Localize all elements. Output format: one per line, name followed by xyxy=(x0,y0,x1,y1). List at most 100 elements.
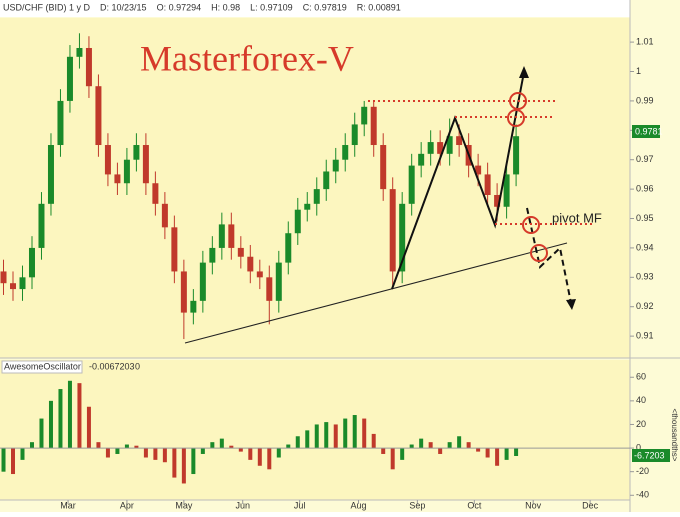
osc-bar xyxy=(134,445,139,449)
osc-bar xyxy=(105,448,110,458)
candle-body xyxy=(475,165,482,175)
candle-body xyxy=(114,174,121,184)
y-tick-label: 20 xyxy=(636,419,646,429)
candle-body xyxy=(304,203,311,210)
candle-body xyxy=(47,145,54,204)
candle-body xyxy=(247,256,254,272)
candle-body xyxy=(484,174,491,195)
candle-body xyxy=(57,100,64,146)
pivot-label: pivot MF xyxy=(552,210,602,225)
candle-body xyxy=(456,136,463,146)
candle-body xyxy=(123,159,130,184)
marks: 1.0110.990.980.970.960.950.940.930.920.9… xyxy=(0,33,654,510)
candle-body xyxy=(389,189,396,272)
osc-bar xyxy=(257,448,262,466)
osc-bar xyxy=(457,436,462,449)
unit-label: <thousandths> xyxy=(670,409,679,462)
candle-body xyxy=(180,271,187,313)
marker-circle xyxy=(530,244,548,262)
candle-body xyxy=(171,227,178,272)
osc-bar xyxy=(333,424,338,449)
y-tick-label: 0.96 xyxy=(636,183,654,193)
osc-bar xyxy=(29,442,34,449)
x-tick-label: Aug xyxy=(351,500,367,510)
osc-bar xyxy=(96,442,101,449)
x-tick-label: Sep xyxy=(409,500,425,510)
x-tick-label: Apr xyxy=(120,500,134,510)
y-tick-label: 0.99 xyxy=(636,95,654,105)
osc-bar xyxy=(172,448,177,478)
y-tick-label: 0.93 xyxy=(636,272,654,282)
osc-bar xyxy=(181,448,186,484)
y-tick-label: 0.91 xyxy=(636,330,654,340)
candle-body xyxy=(342,145,349,160)
osc-bar xyxy=(124,444,129,449)
osc-bar xyxy=(191,448,196,475)
candle-body xyxy=(323,171,330,190)
candle-body xyxy=(437,142,444,154)
arrow xyxy=(566,299,576,310)
candle-body xyxy=(218,224,225,248)
candle-body xyxy=(142,145,149,184)
osc-bar xyxy=(324,422,329,449)
osc-bar xyxy=(438,448,443,454)
x-tick-label: May xyxy=(175,500,193,510)
candle-body xyxy=(361,106,368,125)
candle-body xyxy=(294,209,301,234)
osc-bar xyxy=(485,448,490,458)
header-item: H: 0.98 xyxy=(211,2,240,12)
osc-offset: 0 xyxy=(135,361,140,371)
candle-body xyxy=(285,233,292,263)
y-tick-label: 60 xyxy=(636,372,646,382)
candle-body xyxy=(332,159,339,172)
osc-bar xyxy=(153,448,158,460)
candle-body xyxy=(503,174,510,207)
osc-bar xyxy=(77,383,82,449)
candle-body xyxy=(66,56,73,101)
osc-name: AwesomeOscillator xyxy=(4,361,81,371)
osc-bar xyxy=(210,442,215,449)
osc-bar xyxy=(428,442,433,449)
osc-bar xyxy=(295,436,300,449)
osc-bar xyxy=(1,448,6,472)
candle-body xyxy=(408,165,415,204)
osc-bar xyxy=(409,444,414,449)
osc-bar xyxy=(419,438,424,449)
candle-body xyxy=(190,300,197,313)
candle-body xyxy=(28,247,35,278)
overlay-title: Masterforex-V xyxy=(140,38,354,78)
osc-name-box xyxy=(1,360,83,374)
osc-bar xyxy=(11,448,16,475)
candle-body xyxy=(351,124,358,146)
arrow xyxy=(519,66,529,78)
candle-body xyxy=(76,47,83,57)
y-tick-label: 0.97 xyxy=(636,154,654,164)
annotations: Masterforex-V pivot MF xyxy=(140,38,602,344)
header-item: O: 0.97294 xyxy=(157,2,202,12)
osc-bar xyxy=(48,400,53,449)
candle-body xyxy=(152,183,159,204)
y-tick-label: 1 xyxy=(636,66,641,76)
x-tick-label: Oct xyxy=(467,500,482,510)
osc-bar xyxy=(248,448,253,460)
candle-body xyxy=(237,247,244,257)
candle-body xyxy=(256,271,263,278)
trend-line xyxy=(184,242,568,344)
osc-bar xyxy=(343,418,348,449)
osc-bar xyxy=(447,442,452,449)
osc-bar xyxy=(466,442,471,449)
osc-bar xyxy=(67,380,72,449)
header-bar xyxy=(0,0,630,17)
y-tick-label: 0 xyxy=(636,442,641,452)
candle-body xyxy=(266,277,273,301)
candle-body xyxy=(427,142,434,154)
candle-body xyxy=(85,47,92,87)
header-item: L: 0.97109 xyxy=(250,2,293,12)
candle-body xyxy=(38,203,45,248)
osc-bar xyxy=(86,406,91,449)
marker-circle xyxy=(507,109,525,127)
y-tick-label: 0.92 xyxy=(636,301,654,311)
candle-body xyxy=(228,224,235,248)
y-tick-label: 40 xyxy=(636,395,646,405)
x-tick-label: Dec xyxy=(582,500,599,510)
